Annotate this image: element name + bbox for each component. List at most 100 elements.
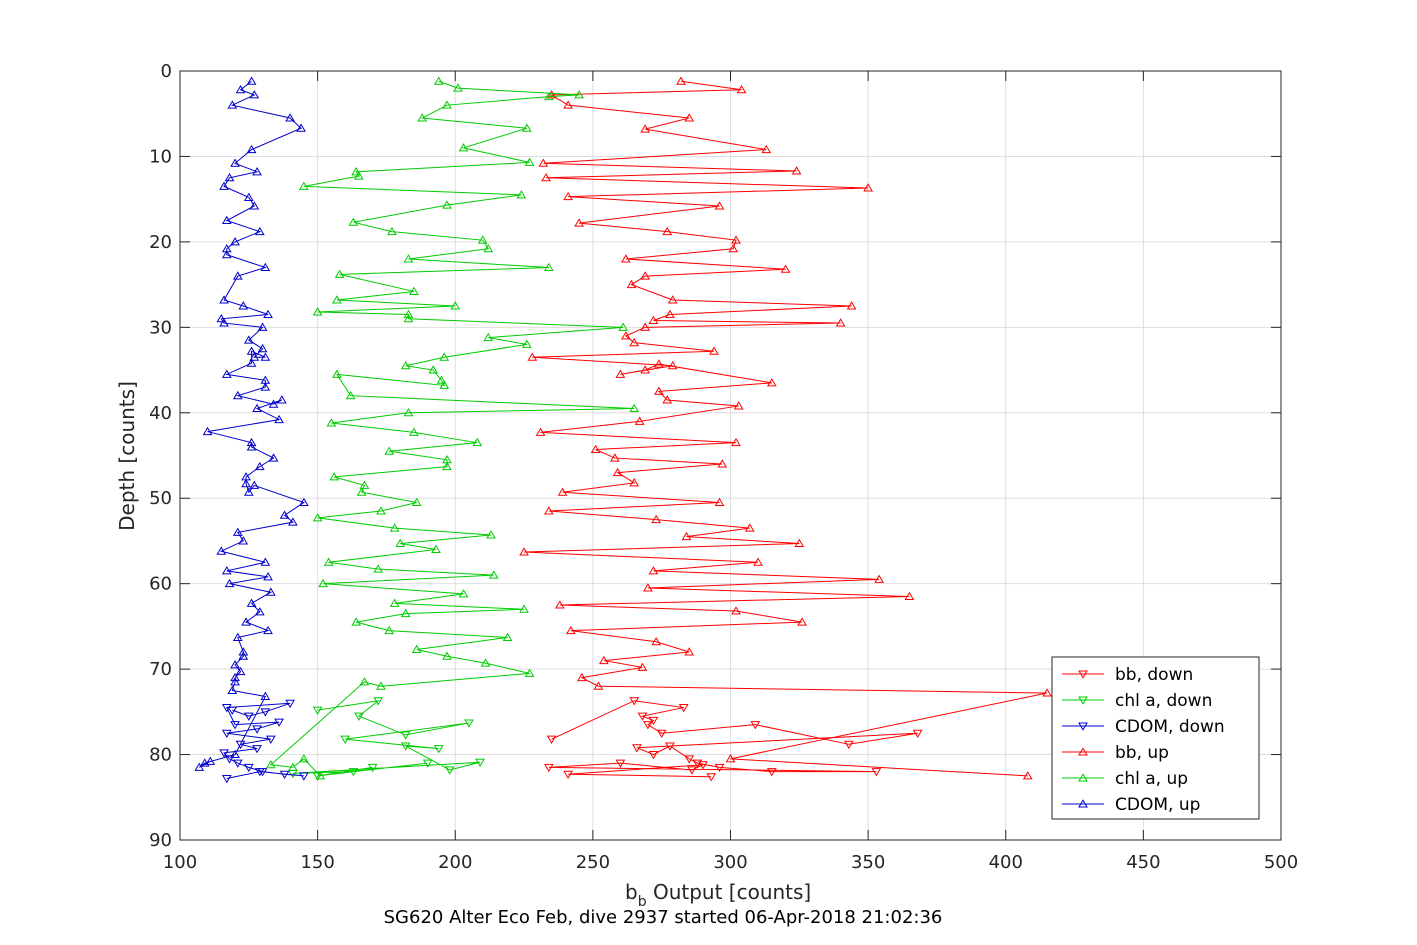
data-point [546,735,557,744]
data-point [376,681,386,690]
data-point [287,762,298,771]
data-point [904,591,915,600]
data-point [629,337,640,347]
data-point [464,719,474,728]
data-point [219,749,229,758]
legend-entry-label: bb, up [1115,743,1169,763]
data-point [634,416,645,425]
data-point [912,729,923,738]
data-point [216,314,227,323]
series-line [524,80,1048,777]
y-tick-label: 20 [149,232,172,253]
data-point [373,697,384,706]
data-point [676,76,686,85]
data-point [263,625,273,635]
data-point [279,510,290,519]
data-point [230,237,240,246]
data-point [351,617,362,626]
data-point [249,480,260,489]
data-point [268,453,279,462]
data-point [557,487,568,496]
ticks [179,70,1282,841]
data-point [265,735,276,744]
data-point [243,192,254,201]
data-point [843,740,854,750]
data-point [389,598,400,607]
y-tick-label: 50 [149,488,172,509]
data-point [428,365,439,374]
data-point [483,243,494,253]
data-point [221,215,232,225]
data-point [626,279,637,289]
data-point [863,183,873,192]
data-point [403,407,414,417]
data-point [354,171,364,180]
data-point [287,517,298,526]
data-point [221,566,232,575]
data-point [442,461,452,471]
data-point [753,557,763,566]
data-point [230,158,240,167]
data-point [384,625,395,635]
data-point [221,704,232,713]
legend-swatch-marker [1078,696,1088,705]
data-point [221,774,232,784]
data-point [238,301,249,310]
data-point [475,758,485,768]
legend-box [1051,656,1260,820]
data-point [629,403,640,413]
legend-entry-label: CDOM, down [1115,717,1225,737]
data-point [194,762,205,771]
data-point [257,322,268,331]
legend-entry-label: chl a, up [1115,769,1188,789]
data-point [543,262,554,272]
data-point [348,768,359,777]
legend-entry-label: chl a, down [1115,691,1212,711]
data-point [260,262,271,272]
data-point [205,756,216,765]
data-point [612,467,623,477]
series-5 [194,76,309,771]
data-point [563,191,573,201]
data-point [516,190,527,199]
data-point [714,201,725,210]
data-point [254,607,265,616]
data-point [521,339,532,348]
data-point [519,604,529,613]
data-point [329,472,340,481]
data-point [442,100,452,109]
data-point [298,497,309,506]
data-point [243,712,254,721]
legend-swatch-marker [1078,747,1088,756]
data-point [486,530,496,539]
data-point [265,760,276,769]
data-point [312,307,323,316]
data-point [563,100,573,109]
data-point [202,426,213,436]
data-point [230,749,240,759]
data-point [744,523,755,532]
data-point [574,90,584,99]
data-point [731,606,741,615]
data-point [249,352,260,361]
data-point [527,352,538,361]
data-point [731,437,741,447]
data-point [436,375,447,384]
data-point [709,346,719,355]
data-point [334,269,345,278]
data-point [257,343,268,353]
data-point [535,427,546,436]
data-point [458,143,469,152]
data-point [654,359,664,368]
data-point [227,100,238,109]
data-point [260,557,271,566]
data-point [265,587,276,596]
data-point [648,716,659,726]
chart-title: SG620 Alter Eco Feb, dive 2937 started 0… [384,907,943,928]
data-point [249,201,260,210]
data-point [373,564,384,573]
data-point [632,744,642,753]
data-point [345,390,356,400]
data-point [232,632,243,641]
